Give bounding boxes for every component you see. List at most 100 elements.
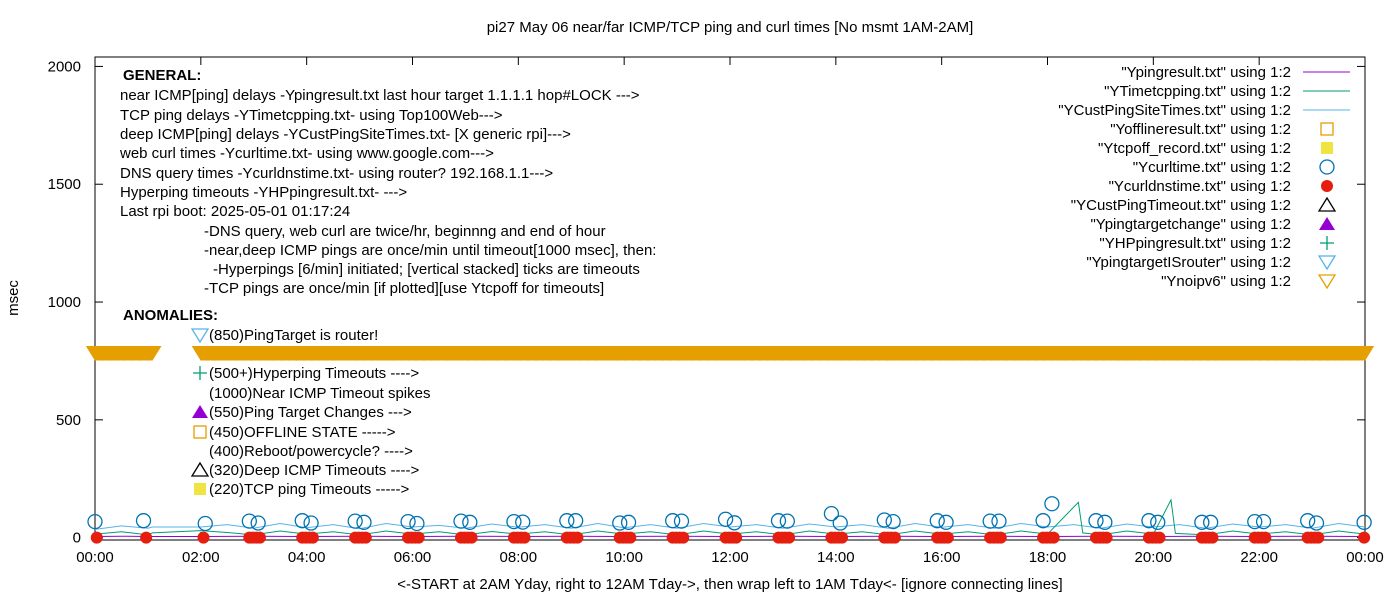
legend-label: "Ycurltime.txt" using 1:2 [1133, 159, 1291, 176]
dns-point [1259, 531, 1272, 544]
x-tick-label: 14:00 [817, 549, 855, 566]
dns-point [1312, 531, 1325, 544]
curl-point [453, 513, 469, 529]
curl-point [568, 513, 584, 529]
x-tick-label: 10:00 [605, 549, 643, 566]
curl-point [726, 515, 743, 531]
legend-label: "YTimetcpping.txt" using 1:2 [1104, 83, 1291, 100]
anomaly-label: (550)Ping Target Changes ---> [209, 404, 412, 421]
x-tick-label: 20:00 [1135, 549, 1173, 566]
legend-label: "Ynoipv6" using 1:2 [1161, 273, 1291, 290]
dns-point [306, 531, 319, 544]
legend-label: "Ypingtargetchange" using 1:2 [1090, 216, 1291, 233]
curl-point [929, 513, 945, 529]
anomaly-label: (400)Reboot/powercycle? ----> [209, 443, 413, 460]
legend-marker-icon [1320, 236, 1334, 250]
dns-point [571, 531, 584, 544]
general-line: Hyperping timeouts -YHPpingresult.txt- -… [120, 184, 407, 201]
legend-marker-icon [1321, 142, 1333, 154]
note-line: -near,deep ICMP pings are once/min until… [204, 242, 656, 259]
legend-label: "YHPpingresult.txt" using 1:2 [1099, 235, 1291, 252]
legend-marker-icon [1317, 274, 1337, 290]
curl-point [409, 515, 425, 532]
dns-point [140, 531, 153, 544]
curl-point [1356, 514, 1372, 530]
noipv6-marker [1355, 346, 1375, 361]
general-line: near ICMP[ping] delays -Ypingresult.txt … [120, 87, 640, 104]
general-heading: GENERAL: [123, 67, 201, 84]
x-axis-label: <-START at 2AM Yday, right to 12AM Tday-… [397, 576, 1062, 593]
anomaly-label: (220)TCP ping Timeouts -----> [209, 481, 409, 498]
curl-point [303, 515, 319, 531]
dns-point [941, 531, 954, 544]
x-tick-label: 08:00 [500, 549, 538, 566]
legend-marker-icon [1317, 255, 1337, 271]
dns-point [1153, 531, 1166, 544]
anomaly-marker-icon [190, 461, 210, 477]
x-tick-label: 00:00 [1346, 549, 1384, 566]
x-tick-label: 18:00 [1029, 549, 1067, 566]
chart-title: pi27 May 06 near/far ICMP/TCP ping and c… [487, 19, 974, 36]
dns-point [1047, 531, 1060, 544]
curl-point [356, 514, 372, 530]
general-line: web curl times -Ycurltime.txt- using www… [119, 145, 494, 162]
curl-point [876, 512, 892, 528]
x-tick-label: 02:00 [182, 549, 220, 566]
dns-point [677, 531, 690, 544]
anomaly-label: (850)PingTarget is router! [209, 327, 378, 344]
curl-point [241, 513, 257, 529]
legend-label: "Ycurldnstime.txt" using 1:2 [1109, 178, 1291, 195]
curl-point [87, 513, 103, 530]
curl-point [462, 514, 478, 530]
x-tick-label: 16:00 [923, 549, 961, 566]
curl-point [612, 515, 628, 531]
y-tick-label: 2000 [48, 58, 81, 75]
anomaly-marker-icon [193, 425, 207, 439]
legend-marker-icon [1319, 217, 1335, 230]
dns-point [90, 531, 103, 544]
curl-point [779, 513, 795, 529]
curl-point [832, 515, 848, 531]
curl-point [885, 513, 901, 530]
y-tick-label: 1500 [48, 176, 81, 193]
x-tick-label: 06:00 [394, 549, 432, 566]
curl-point [197, 515, 213, 532]
dns-point [730, 531, 743, 544]
curl-point [1044, 496, 1060, 512]
x-tick-label: 00:00 [76, 549, 114, 566]
anomaly-annotations: (850)PingTarget is router! (500+)Hyperpin… [190, 327, 430, 498]
anomaly-label: (1000)Near ICMP Timeout spikes [209, 385, 430, 402]
legend-label: "YCustPingSiteTimes.txt" using 1:2 [1058, 102, 1291, 119]
noipv6-marker [143, 346, 162, 361]
note-line: -TCP pings are once/min [if plotted][use… [204, 280, 604, 297]
curl-point [823, 505, 840, 522]
curl-point [620, 514, 637, 530]
dns-point [994, 531, 1007, 544]
legend-marker-icon [1320, 122, 1334, 136]
legend-label: "Ypingresult.txt" using 1:2 [1121, 64, 1291, 81]
curl-point [135, 513, 152, 529]
general-line: Last rpi boot: 2025-05-01 01:17:24 [120, 203, 350, 220]
curl-point [506, 513, 522, 530]
curl-point [1088, 513, 1104, 529]
general-line: DNS query times -Ycurldnstime.txt- using… [120, 165, 553, 182]
anomalies-heading: ANOMALIES: [123, 307, 218, 324]
dns-point [1358, 531, 1371, 544]
curl-point [665, 513, 681, 529]
curl-point [1308, 515, 1325, 531]
legend-label: "Ytcpoff_record.txt" using 1:2 [1098, 140, 1291, 157]
dns-point [1100, 531, 1113, 544]
x-tick-label: 22:00 [1240, 549, 1278, 566]
curl-point [294, 513, 310, 529]
curl-point [400, 513, 416, 530]
anomaly-label: (320)Deep ICMP Timeouts ----> [209, 462, 419, 479]
curl-point [1141, 513, 1157, 529]
legend-label: "YpingtargetISrouter" using 1:2 [1086, 254, 1291, 271]
curl-point [250, 515, 266, 531]
dns-point [624, 531, 637, 544]
x-tick-label: 04:00 [288, 549, 326, 566]
curl-point [1203, 514, 1219, 530]
dns-point [359, 531, 372, 544]
dns-point [253, 531, 266, 544]
